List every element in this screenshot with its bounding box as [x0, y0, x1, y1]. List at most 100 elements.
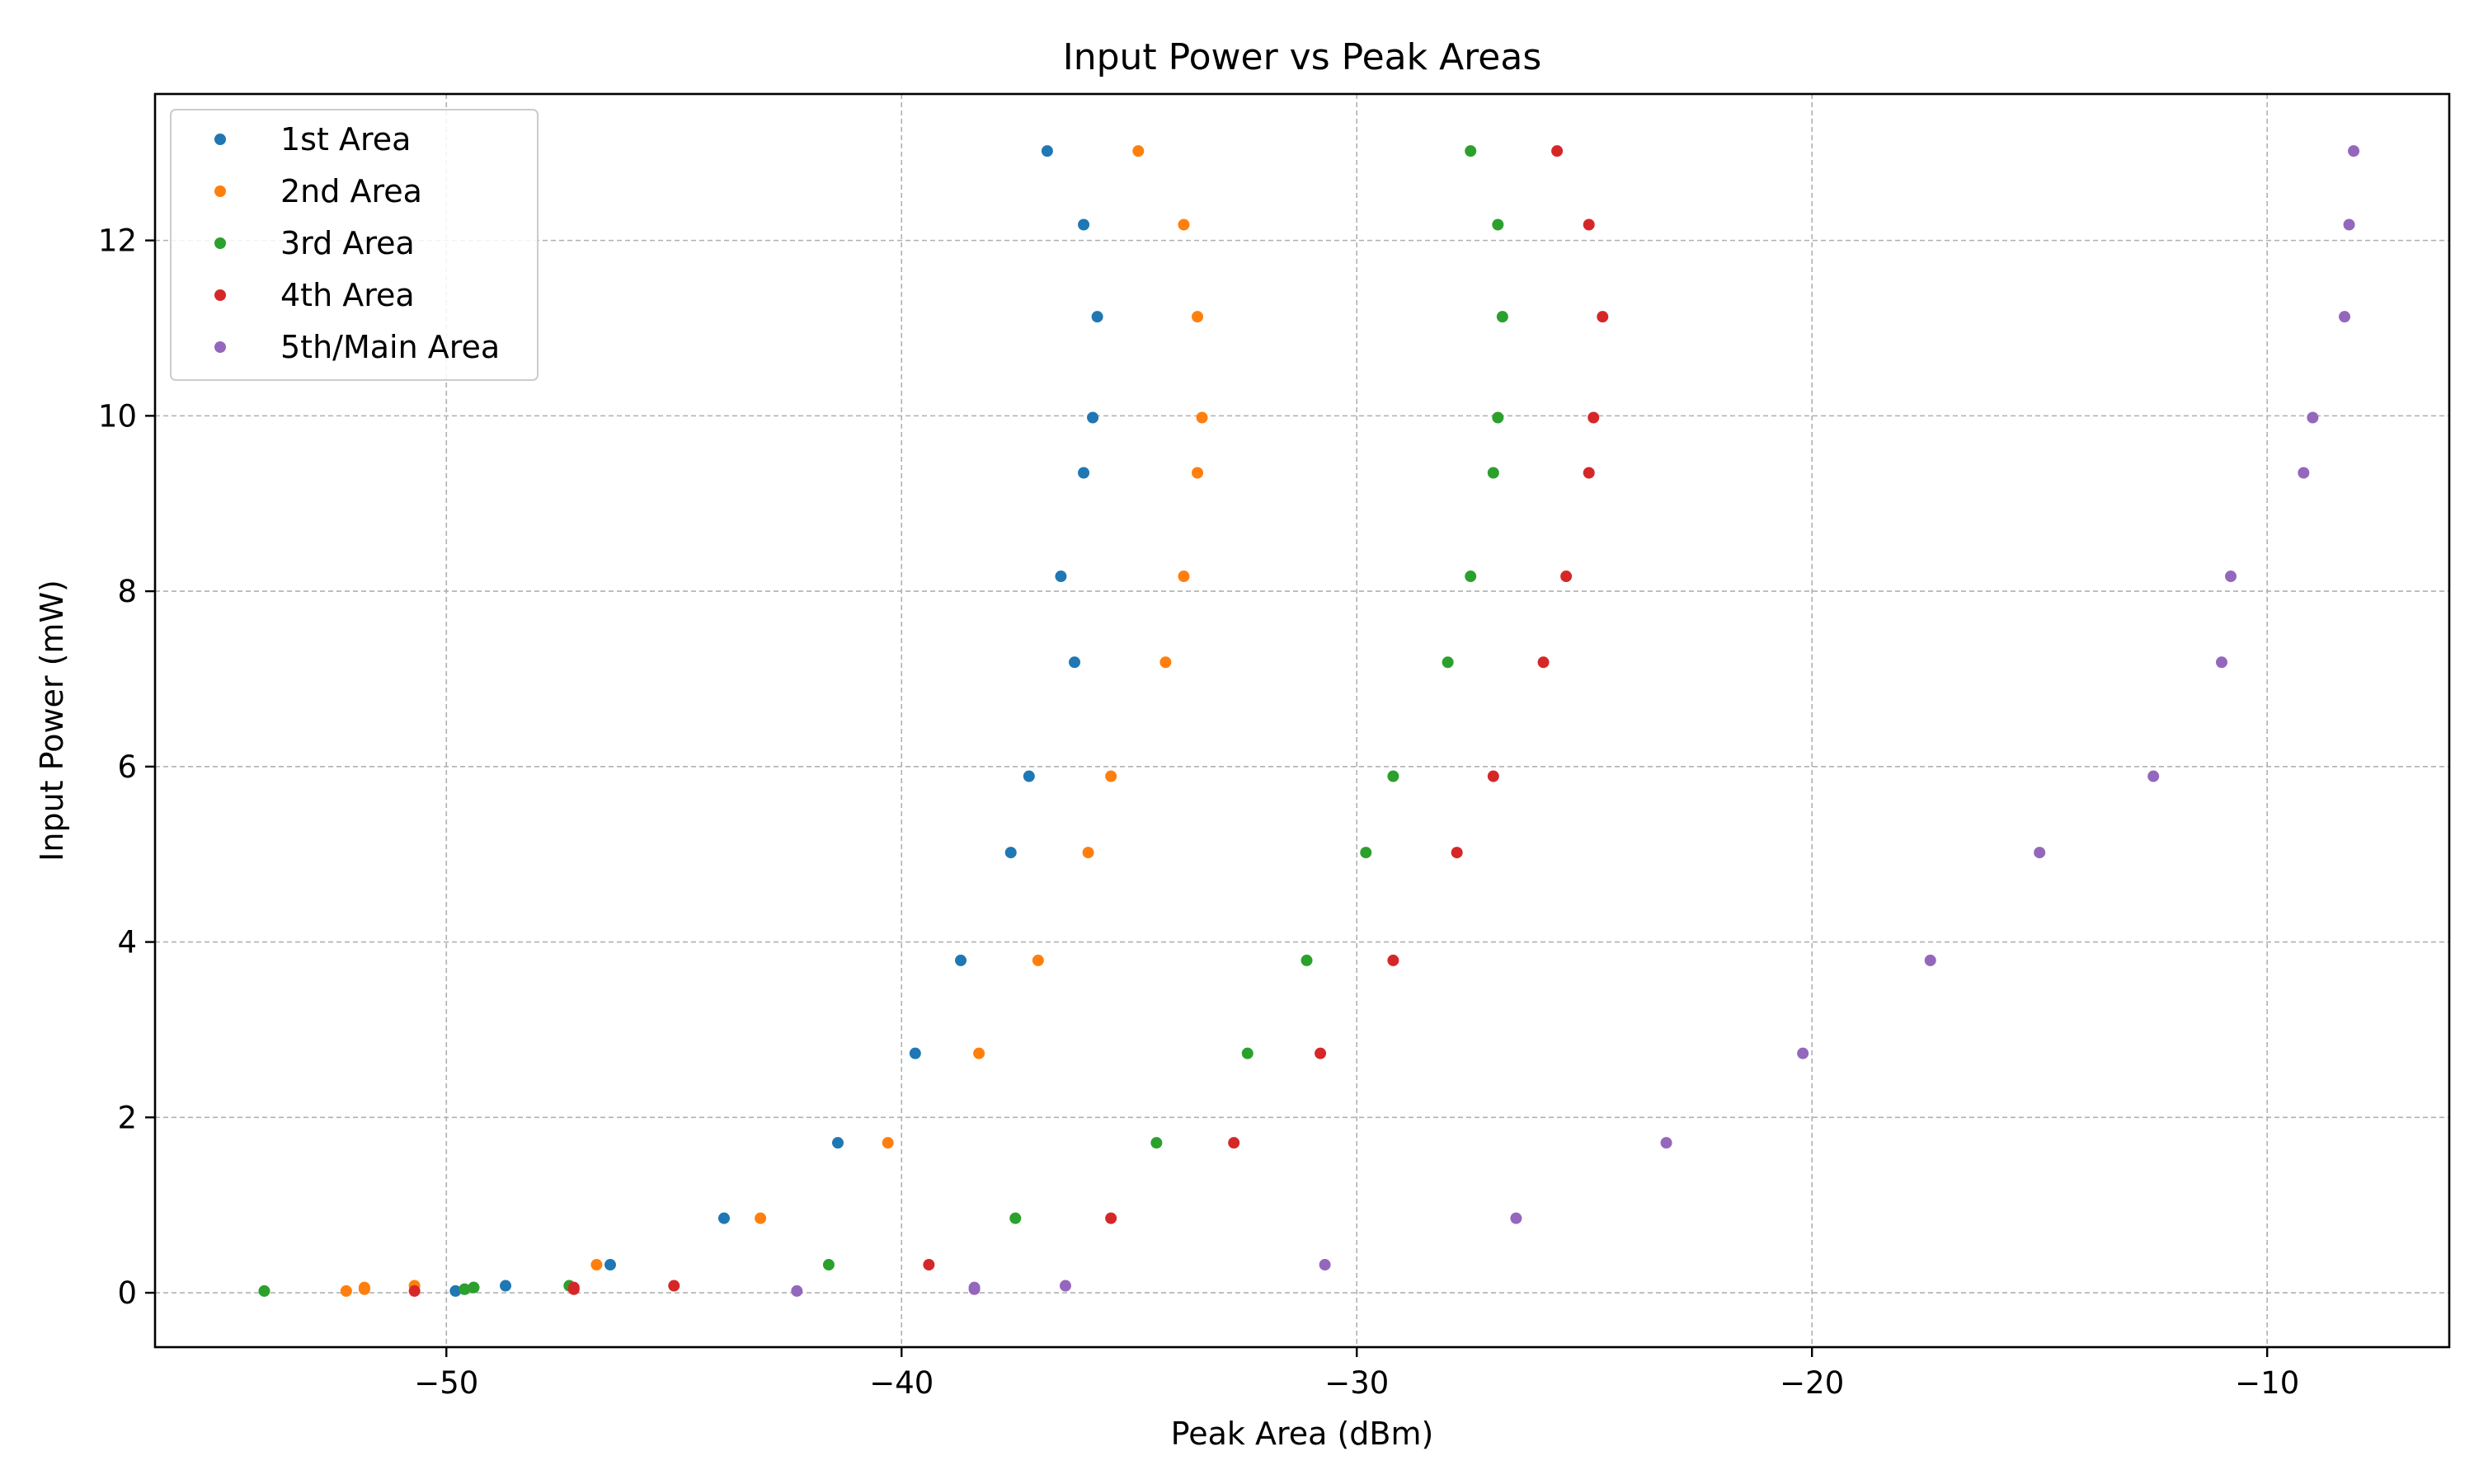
data-point-series-4: [668, 1280, 680, 1292]
data-point-series-4: [1488, 771, 1499, 782]
data-point-series-3: [1387, 771, 1399, 782]
data-point-series-5: [1060, 1280, 1071, 1292]
data-point-series-5: [969, 1282, 981, 1294]
legend-marker: [214, 289, 226, 301]
data-point-series-3: [1465, 145, 1476, 157]
data-point-series-4: [1597, 311, 1608, 322]
data-point-series-2: [1192, 311, 1203, 322]
data-point-series-4: [1228, 1137, 1239, 1148]
data-point-series-2: [1032, 955, 1044, 966]
data-point-series-5: [2344, 218, 2355, 230]
data-point-series-4: [923, 1259, 934, 1270]
data-point-series-2: [973, 1048, 985, 1059]
data-point-series-1: [1069, 656, 1080, 668]
data-point-series-1: [718, 1213, 730, 1224]
y-tick-label: 10: [98, 398, 137, 434]
data-point-series-5: [1510, 1213, 1522, 1224]
data-point-series-3: [1150, 1137, 1162, 1148]
data-point-series-2: [341, 1285, 352, 1297]
data-point-series-3: [1488, 467, 1499, 479]
data-point-series-4: [1551, 145, 1563, 157]
y-tick-label: 6: [117, 749, 137, 785]
data-point-series-3: [823, 1259, 835, 1270]
data-point-series-4: [1560, 571, 1572, 582]
legend-marker: [214, 237, 226, 249]
data-point-series-4: [409, 1285, 421, 1297]
y-tick-label: 4: [117, 925, 137, 960]
data-point-series-2: [590, 1259, 602, 1270]
data-point-series-3: [1492, 218, 1503, 230]
data-point-series-2: [1132, 145, 1144, 157]
data-point-series-5: [2147, 771, 2159, 782]
legend-entry-label: 2nd Area: [280, 173, 422, 209]
data-point-series-5: [2216, 656, 2227, 668]
data-point-series-4: [1387, 955, 1399, 966]
data-point-series-5: [1319, 1259, 1331, 1270]
data-point-series-3: [1009, 1213, 1021, 1224]
data-point-series-4: [1538, 656, 1550, 668]
y-tick-label: 2: [117, 1100, 137, 1135]
data-point-series-3: [258, 1285, 270, 1297]
data-point-series-5: [2339, 311, 2350, 322]
data-point-series-3: [468, 1282, 479, 1294]
data-point-series-4: [1583, 467, 1595, 479]
data-point-series-2: [882, 1137, 894, 1148]
data-point-series-1: [1078, 467, 1089, 479]
data-point-series-2: [359, 1282, 370, 1294]
data-point-series-3: [1301, 955, 1313, 966]
data-point-series-5: [1925, 955, 1936, 966]
data-point-series-2: [1159, 656, 1171, 668]
data-point-series-5: [2298, 467, 2309, 479]
x-axis-label: Peak Area (dBm): [1171, 1416, 1434, 1452]
legend-marker: [214, 341, 226, 353]
data-point-series-3: [1242, 1048, 1253, 1059]
data-point-series-1: [955, 955, 967, 966]
x-tick-label: −10: [2235, 1365, 2299, 1401]
legend-entry-label: 5th/Main Area: [280, 329, 500, 365]
y-tick-label: 12: [98, 223, 137, 259]
chart-title: Input Power vs Peak Areas: [1063, 36, 1542, 78]
data-point-series-5: [2034, 847, 2045, 858]
data-point-series-1: [1078, 218, 1089, 230]
data-point-series-3: [1442, 656, 1454, 668]
data-point-series-4: [1587, 411, 1599, 423]
data-point-series-4: [1105, 1213, 1117, 1224]
data-point-series-3: [1497, 311, 1508, 322]
data-point-series-3: [1492, 411, 1503, 423]
x-tick-label: −30: [1324, 1365, 1389, 1401]
data-point-series-1: [1023, 771, 1035, 782]
data-point-series-5: [1661, 1137, 1672, 1148]
data-point-series-1: [910, 1048, 921, 1059]
data-point-series-5: [2225, 571, 2236, 582]
data-point-series-1: [832, 1137, 844, 1148]
data-point-series-3: [1465, 571, 1476, 582]
data-point-series-4: [568, 1282, 580, 1294]
legend-marker: [214, 134, 226, 145]
data-point-series-1: [604, 1259, 616, 1270]
data-point-series-4: [1583, 218, 1595, 230]
x-tick-label: −50: [414, 1365, 478, 1401]
data-point-series-2: [1192, 467, 1203, 479]
data-point-series-3: [1360, 847, 1371, 858]
data-point-series-4: [1451, 847, 1463, 858]
y-tick-label: 0: [117, 1275, 137, 1311]
x-tick-label: −20: [1780, 1365, 1844, 1401]
data-point-series-5: [2348, 145, 2359, 157]
data-point-series-5: [2307, 411, 2318, 423]
x-tick-label: −40: [869, 1365, 934, 1401]
y-axis-label: Input Power (mW): [34, 580, 70, 862]
data-point-series-1: [1005, 847, 1017, 858]
legend: 1st Area2nd Area3rd Area4th Area5th/Main…: [171, 110, 538, 380]
data-point-series-4: [1315, 1048, 1326, 1059]
data-point-series-5: [791, 1285, 802, 1297]
data-point-series-1: [1042, 145, 1053, 157]
data-point-series-2: [755, 1213, 766, 1224]
data-point-series-2: [1083, 847, 1094, 858]
data-point-series-2: [1178, 218, 1189, 230]
legend-entry-label: 1st Area: [280, 121, 411, 157]
data-point-series-2: [1178, 571, 1189, 582]
legend-marker: [214, 186, 226, 197]
data-point-series-1: [1055, 571, 1066, 582]
